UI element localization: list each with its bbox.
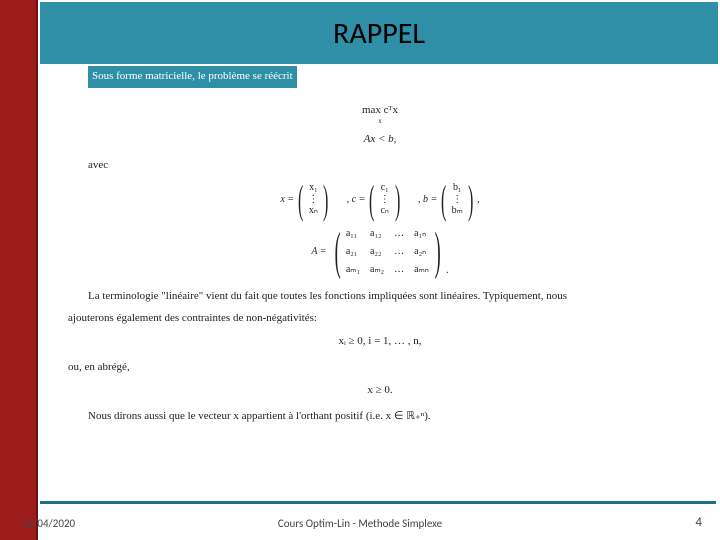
c-dots: ⋮: [380, 194, 390, 206]
terminology-para: La terminologie "linéaire" vient du fait…: [88, 288, 700, 305]
bottom-rule: [40, 501, 716, 504]
lparen-icon: (: [298, 180, 303, 220]
rparen-icon: ): [323, 180, 328, 220]
matrix-A: A = ( a₁₁ a₁₂ … a₁ₙ a₂₁ a₂₂ … a₂ₙ aₘ₁ aₘ…: [60, 226, 700, 278]
x1: x₁: [309, 182, 318, 194]
orthant-para: Nous dirons aussi que le vecteur x appar…: [88, 408, 700, 425]
rparen-icon: ): [395, 180, 400, 220]
vector-b: , b = ( b₁ ⋮ bₘ ) ,: [418, 180, 480, 220]
max-subscript: x: [60, 116, 700, 127]
a2n: a₂ₙ: [414, 244, 429, 259]
footer-title: Cours Optim-Lin - Methode Simplexe: [0, 517, 720, 530]
b1: b₁: [453, 182, 462, 194]
vector-c: , c = ( c₁ ⋮ cₙ ): [347, 180, 404, 220]
vec-end: ,: [477, 192, 480, 207]
max-ctx: max cᵀx: [362, 104, 398, 116]
objective-block: max cᵀx x Ax < b,: [60, 102, 700, 148]
x-dots: ⋮: [308, 194, 318, 206]
slide-content: Sous forme matricielle, le problème se r…: [60, 66, 700, 431]
nonneg-intro: ajouterons également des contraintes de …: [68, 310, 700, 327]
rparen-icon: ): [434, 226, 440, 278]
x-equals: x =: [280, 192, 294, 207]
vectors-row: x = ( x₁ ⋮ xₙ ) , c = ( c₁ ⋮ cₙ ) , b = …: [60, 180, 700, 220]
a1n: a₁ₙ: [414, 226, 429, 241]
xn: xₙ: [309, 205, 318, 217]
rparen-icon: ): [468, 180, 473, 220]
A-end: .: [446, 263, 449, 278]
slide-title: RAPPEL: [333, 15, 425, 52]
amn: aₘₙ: [414, 262, 429, 277]
a12: a₁₂: [370, 226, 384, 241]
am1: aₘ₁: [346, 262, 360, 277]
intro-text: Sous forme matricielle, le problème se r…: [88, 66, 297, 88]
title-bar: RAPPEL: [40, 2, 718, 64]
lparen-icon: (: [334, 226, 340, 278]
lparen-icon: (: [441, 180, 446, 220]
left-accent-bar: [0, 0, 38, 540]
lparen-icon: (: [369, 180, 374, 220]
b-equals: , b =: [418, 192, 437, 207]
a23: …: [394, 244, 404, 259]
x-ge-0: x ≥ 0.: [60, 382, 700, 399]
vector-x: x = ( x₁ ⋮ xₙ ): [280, 180, 332, 220]
b-dots: ⋮: [452, 194, 462, 206]
avec-label: avec: [88, 157, 700, 174]
ou-abrege: ou, en abrégé,: [68, 359, 700, 376]
bm: bₘ: [452, 205, 463, 217]
a21: a₂₁: [346, 244, 360, 259]
a11: a₁₁: [346, 226, 360, 241]
a22: a₂₂: [370, 244, 384, 259]
cn: cₙ: [380, 205, 388, 217]
nonneg-constraint: xᵢ ≥ 0, i = 1, … , n,: [60, 333, 700, 350]
A-equals: A =: [311, 244, 326, 259]
page-number: 4: [695, 515, 702, 530]
c-equals: , c =: [347, 192, 366, 207]
am2: aₘ₂: [370, 262, 384, 277]
c1: c₁: [381, 182, 389, 194]
constraint-axb: Ax < b,: [364, 133, 397, 145]
a13: …: [394, 226, 404, 241]
am3: …: [394, 262, 404, 277]
